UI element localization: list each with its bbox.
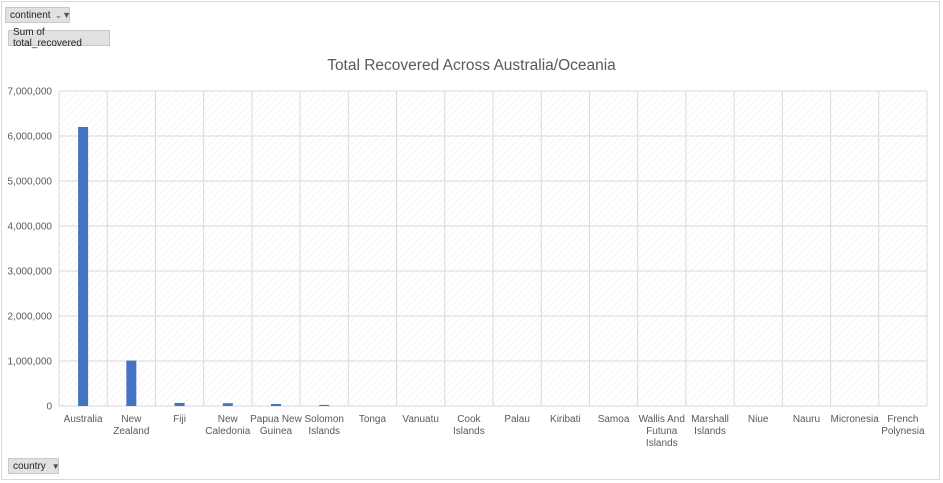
bar: [174, 402, 185, 406]
bar: [78, 127, 89, 406]
x-tick-label: Papua New Guinea: [250, 414, 302, 437]
x-tick-label: Kiribati: [550, 414, 581, 425]
y-tick-label: 3,000,000: [8, 267, 53, 278]
value-field-button[interactable]: Sum of total_recovered: [8, 27, 110, 49]
x-tick-label: Australia: [64, 414, 103, 425]
x-tick-label: Micronesia: [830, 414, 879, 425]
x-tick-label: Wallis And Futuna Islands: [639, 414, 685, 449]
x-tick-label: Niue: [748, 414, 769, 425]
continent-filter-button[interactable]: continent ⌄▼: [5, 7, 72, 23]
x-tick-label: Marshall Islands: [691, 414, 729, 437]
x-tick-label: New Zealand: [113, 414, 149, 437]
continent-filter-label: continent: [10, 9, 51, 21]
y-tick-label: 4,000,000: [8, 222, 53, 233]
x-tick-label: Samoa: [598, 414, 630, 425]
y-tick-label: 1,000,000: [8, 357, 53, 368]
x-tick-label: Tonga: [359, 414, 387, 425]
x-tick-label: New Caledonia: [205, 414, 250, 437]
filter-icon[interactable]: ⌄▼: [54, 9, 72, 20]
value-field-label: Sum of total_recovered: [13, 27, 82, 49]
bar: [271, 403, 281, 406]
x-tick-label: Vanuatu: [402, 414, 439, 425]
y-tick-label: 7,000,000: [8, 87, 53, 98]
country-axis-button[interactable]: country ▼: [8, 458, 60, 474]
x-tick-label: French Polynesia: [881, 414, 925, 437]
bar: [222, 403, 233, 406]
y-tick-label: 2,000,000: [8, 312, 53, 323]
y-tick-label: 0: [46, 402, 52, 413]
x-tick-label: Solomon Islands: [304, 414, 343, 437]
x-tick-label: Cook Islands: [453, 414, 485, 437]
x-tick-label: Nauru: [793, 414, 820, 425]
bar: [126, 360, 137, 406]
y-tick-label: 6,000,000: [8, 132, 53, 143]
dropdown-arrow-icon[interactable]: ▼: [51, 461, 60, 471]
x-tick-label: Palau: [504, 414, 530, 425]
x-tick-label: Fiji: [173, 414, 186, 425]
country-axis-label: country: [13, 460, 46, 472]
bar: [319, 404, 330, 406]
y-tick-label: 5,000,000: [8, 177, 53, 188]
chart-title: Total Recovered Across Australia/Oceania: [327, 57, 616, 74]
